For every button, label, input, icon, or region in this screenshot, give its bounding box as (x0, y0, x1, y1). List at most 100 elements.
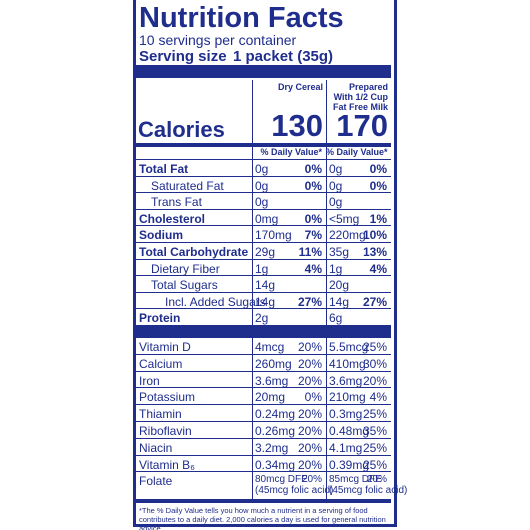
daily-value: 20% (297, 440, 322, 455)
amount: 3.2mg (255, 440, 289, 455)
daily-value: 25% (362, 407, 387, 422)
nutrient-name: Potassium (139, 390, 196, 405)
dv-header: % Daily Value* (260, 147, 322, 157)
rule (136, 291, 391, 293)
amount: 20g (329, 278, 350, 293)
amount: 0g (255, 195, 269, 210)
amount: 3.6mg (329, 373, 363, 388)
amount: 20mg (255, 390, 286, 405)
amount: 4.1mg (329, 440, 363, 455)
title: Nutrition Facts (139, 2, 344, 34)
rule (136, 192, 391, 194)
amount: 3.6mg (255, 373, 289, 388)
amount: 35g (329, 245, 350, 259)
amount: 0.39mg (329, 457, 370, 472)
nutrient-name: Folate (139, 474, 173, 489)
daily-value: 35% (362, 424, 387, 438)
rule (136, 225, 391, 227)
daily-value: 0% (304, 390, 322, 405)
amount: 0.34mg (255, 457, 296, 472)
rule (136, 242, 391, 243)
amount: 260mg (255, 356, 292, 371)
rule (136, 275, 391, 277)
daily-value: 25% (362, 340, 387, 354)
amount: <5mg (329, 211, 360, 226)
daily-value: 27% (362, 294, 387, 309)
amount: 14g (255, 278, 276, 293)
daily-value: 20% (297, 356, 322, 371)
amount: 210mg (329, 390, 366, 405)
rule (136, 65, 391, 78)
calories-value: 130 (271, 108, 323, 143)
amount-note: (45mcg folic acid) (255, 485, 334, 497)
nutrient-name: Vitamin D (139, 340, 191, 354)
daily-value: 13% (362, 245, 387, 259)
nutrient-name: Vitamin B₆ (139, 457, 195, 472)
rule (136, 454, 391, 456)
amount-note: (45mcg folic acid) (329, 485, 408, 497)
nutrient-name: Total Fat (139, 162, 189, 176)
rule (136, 421, 391, 422)
serving-size-value: 1 packet (35g) (233, 48, 334, 65)
amount: 220mg (329, 228, 366, 243)
amount: 0mg (255, 211, 279, 226)
rule (136, 208, 391, 210)
daily-value: 20% (297, 424, 322, 438)
rule (136, 500, 391, 504)
amount: 0.3mg (329, 407, 363, 422)
daily-value: 20% (362, 373, 387, 388)
rule (136, 404, 391, 406)
daily-value: 20% (366, 474, 387, 486)
daily-value: 25% (362, 457, 387, 472)
daily-value: 20% (297, 407, 322, 422)
rule (136, 325, 391, 326)
nutrition-label (133, 0, 397, 527)
daily-value: 0% (369, 178, 387, 193)
amount: 14g (329, 294, 350, 309)
footnote: *The % Daily Value tells you how much a … (139, 506, 386, 530)
amount: 0g (329, 162, 343, 176)
nutrient-name: Total Sugars (151, 278, 218, 293)
dv-header: % Daily Value* (326, 147, 388, 157)
daily-value: 0% (304, 162, 322, 176)
daily-value: 4% (304, 261, 322, 276)
daily-value: 27% (297, 294, 322, 309)
nutrient-name: Incl. Added Sugars (165, 294, 266, 309)
amount: 80mcg DFE (255, 474, 308, 486)
daily-value: 25% (362, 440, 387, 455)
rule (136, 143, 391, 147)
nutrient-name: Cholesterol (139, 211, 206, 226)
column-header: Prepared With 1/2 Cup Fat Free Milk (332, 82, 388, 112)
calories-label: Calories (138, 117, 225, 142)
daily-value: 0% (304, 211, 322, 226)
rule (136, 370, 391, 372)
amount: 5.5mcg (329, 340, 369, 354)
amount: 0.26mg (255, 424, 296, 438)
amount: 4mcg (255, 340, 285, 354)
rule (136, 175, 391, 177)
nutrient-name: Protein (139, 311, 181, 326)
amount: 2g (255, 311, 269, 326)
daily-value: 20% (297, 340, 322, 354)
rule (136, 499, 391, 501)
daily-value: 10% (362, 228, 387, 243)
daily-value: 4% (369, 390, 387, 405)
column-header: Dry Cereal (277, 82, 323, 92)
amount: 0g (329, 195, 343, 210)
amount: 14g (255, 294, 276, 309)
daily-value: 0% (369, 162, 387, 176)
nutrient-name: Total Carbohydrate (139, 245, 249, 259)
nutrient-name: Dietary Fiber (151, 261, 220, 276)
daily-value: 11% (298, 245, 322, 259)
rule (136, 326, 391, 338)
daily-value: 1% (369, 211, 387, 226)
daily-value: 4% (369, 261, 387, 276)
nutrient-name: Thiamin (139, 407, 182, 422)
column-divider (326, 80, 327, 501)
amount: 1g (329, 261, 343, 276)
daily-value: 7% (304, 228, 322, 243)
rule (136, 159, 391, 160)
serving-size-label: Serving size (139, 48, 227, 65)
rule (136, 353, 391, 355)
